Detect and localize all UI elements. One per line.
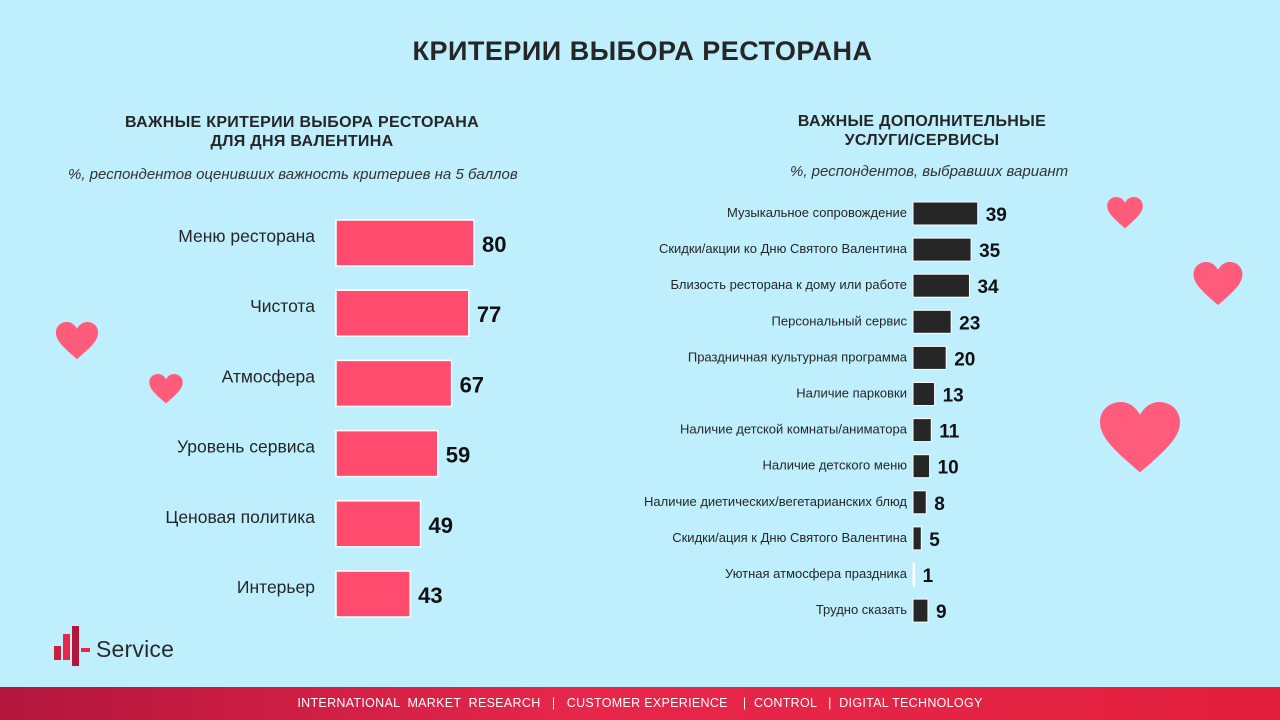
data-label: 5 — [929, 530, 940, 551]
category-label: Праздничная культурная программа — [688, 349, 908, 364]
footer-separator: | — [828, 696, 832, 710]
bar — [912, 490, 927, 515]
data-label: 49 — [429, 513, 453, 538]
bar — [335, 429, 439, 478]
data-label: 59 — [446, 443, 470, 468]
footer-separator: | — [551, 696, 556, 710]
footer-separator: | — [742, 696, 747, 710]
footer-item: CUSTOMER EXPERIENCE — [566, 696, 728, 710]
data-label: 77 — [477, 302, 501, 327]
footer-item: CONTROL — [754, 696, 817, 710]
heart-icon — [1100, 402, 1180, 473]
bar — [335, 500, 422, 548]
bar — [912, 345, 947, 370]
category-label: Наличие детской комнаты/аниматора — [680, 422, 908, 437]
category-label: Трудно сказать — [816, 602, 907, 617]
bar — [912, 418, 932, 443]
data-label: 1 — [923, 566, 934, 587]
data-label: 34 — [977, 277, 999, 298]
data-label: 9 — [936, 602, 947, 623]
data-label: 67 — [460, 372, 484, 397]
bar — [335, 289, 470, 337]
category-label: Близость ресторана к дому или работе — [670, 277, 907, 292]
data-label: 39 — [986, 205, 1007, 226]
heart-icon — [55, 322, 99, 360]
left-subtitle-line-1: ВАЖНЫЕ КРИТЕРИИ ВЫБОРА РЕСТОРАНА — [125, 114, 479, 131]
category-label: Чистота — [250, 296, 315, 316]
category-label: Интерьер — [237, 577, 315, 597]
footer-bar: INTERNATIONAL MARKET RESEARCH | CUSTOMER… — [0, 687, 1280, 720]
bar-chart-logo-icon — [54, 626, 90, 666]
category-label: Персональный сервис — [772, 313, 908, 328]
logo-text: Service — [96, 636, 175, 662]
right-chart-note: %, респондентов, выбравших вариант — [790, 163, 1069, 180]
heart-icon — [149, 374, 183, 404]
data-label: 8 — [934, 494, 945, 515]
category-label: Уровень сервиса — [177, 437, 315, 457]
category-label: Уютная атмосфера праздника — [725, 566, 908, 581]
category-label: Скидки/ация к Дню Святого Валентина — [672, 530, 908, 545]
category-label: Скидки/акции ко Дню Святого Валентина — [659, 241, 908, 256]
data-label: 20 — [954, 349, 975, 370]
footer-item: DIGITAL TECHNOLOGY — [839, 696, 983, 710]
data-label: 35 — [979, 241, 1001, 262]
category-label: Ценовая политика — [165, 507, 315, 527]
bar — [912, 237, 972, 262]
bar — [912, 201, 979, 226]
data-label: 10 — [938, 458, 959, 479]
right-subtitle-line-2: УСЛУГИ/СЕРВИСЫ — [844, 132, 1000, 149]
bar — [912, 562, 916, 587]
footer-item: INTERNATIONAL MARKET RESEARCH — [297, 696, 541, 710]
page-title: КРИТЕРИИ ВЫБОРА РЕСТОРАНА — [412, 36, 873, 66]
category-label: Наличие диетических/вегетарианских блюд — [644, 494, 907, 509]
left-chart-subtitle: ВАЖНЫЕ КРИТЕРИИ ВЫБОРА РЕСТОРАНА ДЛЯ ДНЯ… — [100, 113, 504, 151]
right-subtitle-line-1: ВАЖНЫЕ ДОПОЛНИТЕЛЬНЫЕ — [797, 113, 1047, 130]
bar — [912, 598, 929, 623]
bar — [912, 382, 936, 406]
heart-icon — [1193, 262, 1243, 306]
data-label: 13 — [943, 386, 964, 407]
left-subtitle-line-2: ДЛЯ ДНЯ ВАЛЕНТИНА — [210, 133, 394, 150]
data-label: 80 — [482, 232, 506, 257]
bar — [912, 309, 952, 334]
bar — [335, 219, 475, 267]
bar — [912, 526, 922, 551]
bar — [912, 454, 931, 479]
heart-icon — [1107, 197, 1143, 229]
data-label: 11 — [939, 422, 960, 443]
right-chart-subtitle: ВАЖНЫЕ ДОПОЛНИТЕЛЬНЫЕ УСЛУГИ/СЕРВИСЫ — [760, 112, 1084, 150]
bar — [912, 273, 970, 298]
category-label: Меню ресторана — [178, 226, 315, 246]
bar — [335, 359, 453, 408]
category-label: Наличие детского меню — [763, 458, 908, 473]
category-label: Наличие парковки — [796, 386, 907, 401]
category-label: Музыкальное сопровождение — [727, 205, 907, 220]
data-label: 43 — [418, 583, 442, 608]
left-chart-note: %, респондентов оценивших важность крите… — [68, 166, 518, 183]
bar — [335, 570, 411, 618]
charts-canvas: Меню ресторана 80 Чистота 77 Атмосфера 67 Уров… — [165, 201, 1007, 623]
category-label: Атмосфера — [222, 366, 316, 386]
data-label: 23 — [959, 313, 980, 334]
